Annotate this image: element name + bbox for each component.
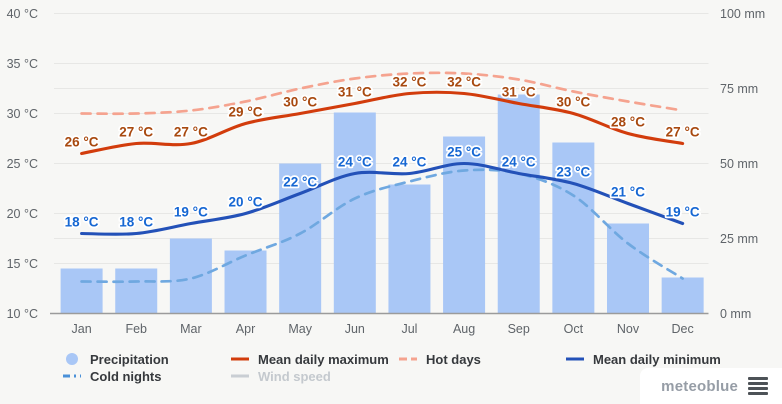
legend-label: Mean daily maximum	[258, 351, 389, 367]
precipitation-bar-Jul	[388, 184, 431, 314]
solid-line-marker-icon	[230, 353, 250, 365]
temperature-point-label: 32 °C	[392, 75, 426, 90]
mean-daily-maximum-line	[80, 90, 685, 156]
month-label-May: May	[288, 322, 312, 336]
month-label-Jan: Jan	[72, 322, 92, 336]
left-axis-label: 40 °C	[7, 7, 38, 21]
temperature-point-label: 32 °C	[447, 75, 481, 90]
left-axis-label: 10 °C	[7, 307, 38, 321]
temperature-point-label: 29 °C	[229, 105, 263, 120]
legend-item-hot-days[interactable]: Hot days	[398, 351, 481, 367]
precipitation-bar-Sep	[497, 94, 540, 314]
temperature-point-label: 18 °C	[119, 215, 153, 230]
mean-daily-maximum-labels: 26 °C 27 °C 27 °C 29 °C 30 °C 31 °C 32 °C 32 °C…	[63, 73, 702, 152]
temperature-point-label: 20 °C	[229, 195, 263, 210]
right-axis-label: 50 mm	[720, 157, 758, 171]
x-axis-month-labels: Jan Feb Mar Apr May Jun Jul Aug Sep Oct Nov Dec	[72, 322, 694, 336]
right-axis-label: 25 mm	[720, 232, 758, 246]
month-label-Feb: Feb	[125, 322, 147, 336]
temperature-point-label: 31 °C	[502, 85, 536, 100]
precipitation-bar-Feb	[115, 268, 158, 314]
precipitation-bars	[60, 94, 704, 314]
legend-label: Hot days	[426, 351, 481, 367]
temperature-point-label: 24 °C	[392, 155, 426, 170]
precipitation-bar-Oct	[552, 142, 595, 314]
right-axis-label: 75 mm	[720, 82, 758, 96]
month-label-Dec: Dec	[672, 322, 694, 336]
solid-line-marker-icon	[565, 353, 585, 365]
month-label-Jul: Jul	[401, 322, 417, 336]
temperature-point-label: 19 °C	[174, 205, 208, 220]
meteoblue-logo[interactable]: meteoblue	[661, 377, 738, 395]
month-label-Sep: Sep	[508, 322, 530, 336]
hamburger-menu-icon[interactable]	[748, 377, 768, 395]
temperature-point-label: 27 °C	[174, 125, 208, 140]
month-label-Apr: Apr	[236, 322, 255, 336]
month-label-Jun: Jun	[345, 322, 365, 336]
temperature-point-label: 26 °C	[65, 135, 99, 150]
legend-item-mean-daily-minimum[interactable]: Mean daily minimum	[565, 351, 721, 367]
mean-daily-minimum-labels: 18 °C 18 °C 19 °C 20 °C 22 °C 24 °C 24 °C 25 °C…	[63, 143, 702, 232]
month-label-Mar: Mar	[180, 322, 202, 336]
temperature-point-label: 30 °C	[556, 95, 590, 110]
temperature-point-label: 24 °C	[502, 155, 536, 170]
right-axis-tick-labels: 0 mm 25 mm 50 mm 75 mm 100 mm	[720, 7, 765, 321]
precipitation-bar-Jun	[333, 112, 376, 314]
temperature-point-label: 24 °C	[338, 155, 372, 170]
left-axis-label: 15 °C	[7, 257, 38, 271]
right-axis-label: 100 mm	[720, 7, 765, 21]
temperature-point-label: 30 °C	[283, 95, 317, 110]
legend-item-cold-nights[interactable]: Cold nights	[62, 368, 162, 384]
month-label-Nov: Nov	[617, 322, 640, 336]
legend-label: Mean daily minimum	[593, 351, 721, 367]
precipitation-bar-Dec	[661, 277, 704, 314]
temperature-point-label: 23 °C	[556, 165, 590, 180]
legend-item-precipitation[interactable]: Precipitation	[62, 351, 169, 367]
temperature-point-label: 28 °C	[611, 115, 645, 130]
precipitation-bar-Nov	[607, 223, 649, 314]
legend-label: Wind speed	[258, 368, 331, 384]
dashed-line-marker-icon	[398, 353, 418, 365]
precipitation-bar-Jan	[60, 268, 103, 314]
left-axis-label: 20 °C	[7, 207, 38, 221]
mean-daily-minimum-line	[80, 161, 685, 236]
month-label-Aug: Aug	[453, 322, 475, 336]
temperature-point-label: 19 °C	[666, 205, 700, 220]
right-axis-label: 0 mm	[720, 307, 751, 321]
left-axis-label: 30 °C	[7, 107, 38, 121]
temperature-point-label: 25 °C	[447, 145, 481, 160]
precipitation-bar-Apr	[224, 250, 267, 314]
temperature-point-label: 22 °C	[283, 175, 317, 190]
left-axis-label: 25 °C	[7, 157, 38, 171]
temperature-point-label: 31 °C	[338, 85, 372, 100]
left-axis-tick-labels: 10 °C 15 °C 20 °C 25 °C 30 °C 35 °C 40 °C	[7, 7, 38, 321]
legend-label: Precipitation	[90, 351, 169, 367]
month-label-Oct: Oct	[564, 322, 584, 336]
temperature-point-label: 27 °C	[666, 125, 700, 140]
hot-days-line	[80, 71, 684, 116]
left-axis-label: 35 °C	[7, 57, 38, 71]
legend-item-mean-daily-maximum[interactable]: Mean daily maximum	[230, 351, 389, 367]
temperature-point-label: 21 °C	[611, 185, 645, 200]
cold-nights-line	[80, 168, 684, 284]
dash-dot-line-marker-icon	[62, 370, 82, 382]
precipitation-marker-icon	[62, 353, 82, 365]
temperature-point-label: 18 °C	[65, 215, 99, 230]
solid-line-marker-icon	[230, 370, 250, 382]
precipitation-bar-Mar	[169, 238, 212, 314]
legend-label: Cold nights	[90, 368, 162, 384]
legend-item-wind-speed[interactable]: Wind speed	[230, 368, 331, 384]
temperature-point-label: 27 °C	[119, 125, 153, 140]
branding-panel: meteoblue	[640, 368, 782, 404]
